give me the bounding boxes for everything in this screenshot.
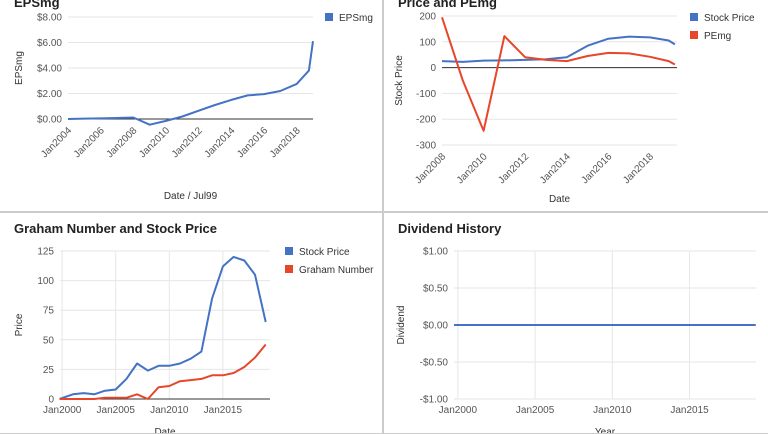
- dividend-chart: -$1.00 -$0.50 $0.00 $0.50 $1.00 Jan2000 Jan200…: [396, 247, 756, 434]
- x-tick-label: Jan2018: [621, 151, 656, 186]
- series-line-epsmg: [67, 41, 314, 126]
- y-tick-label: -100: [416, 89, 436, 100]
- price-pe-chart: -300 -200 -100 0 100 200 Jan2008 Jan2010 Jan2012…: [394, 12, 755, 206]
- series-line-graham-number: [59, 343, 267, 400]
- x-axis-title: Date: [154, 427, 176, 434]
- x-tick-label: Jan2010: [593, 405, 632, 416]
- y-tick-label: -200: [416, 115, 436, 126]
- y-tick-label: $0.00: [37, 115, 62, 126]
- y-tick-label: 0: [430, 63, 436, 74]
- x-tick-label: Jan2018: [268, 125, 303, 160]
- x-tick-label: Jan2014: [538, 151, 573, 186]
- x-tick-label: Jan2010: [137, 125, 172, 160]
- x-tick-label: Jan2000: [439, 405, 478, 416]
- x-tick-label: Jan2015: [204, 405, 243, 416]
- series-line-stock-price: [59, 255, 267, 400]
- legend-swatch: [325, 13, 333, 21]
- x-axis-title: Year: [595, 427, 616, 434]
- eps-chart-title: EPSmg: [14, 0, 60, 10]
- y-tick-label: 50: [43, 335, 55, 346]
- x-tick-label: Jan2008: [413, 151, 448, 186]
- y-tick-label: $2.00: [37, 89, 62, 100]
- y-tick-label: 25: [43, 365, 55, 376]
- x-tick-label: Jan2010: [455, 151, 490, 186]
- y-tick-label: 100: [37, 276, 54, 287]
- x-tick-label: Jan2008: [105, 125, 140, 160]
- legend-swatch: [690, 31, 698, 39]
- graham-chart: 0 25 50 75 100 125 Jan2000 Jan2005 Jan2010 Jan201…: [14, 247, 374, 434]
- x-tick-label: Jan2006: [72, 125, 107, 160]
- y-tick-label: -$0.50: [420, 358, 449, 369]
- eps-chart: $0.00$2.00$4.00$6.00$8.00Jan2004Jan2006J…: [14, 13, 373, 203]
- x-tick-label: Jan2005: [516, 405, 555, 416]
- legend-swatch: [285, 265, 293, 273]
- legend-label: EPSmg: [339, 13, 373, 24]
- legend-label: Stock Price: [704, 13, 755, 24]
- legend-label: Stock Price: [299, 247, 350, 258]
- y-tick-label: $4.00: [37, 64, 62, 75]
- x-tick-label: Jan2000: [43, 405, 82, 416]
- series-line-stock-price: [441, 35, 676, 63]
- x-tick-label: Jan2014: [203, 125, 238, 160]
- x-tick-label: Jan2015: [670, 405, 709, 416]
- y-tick-label: $0.00: [423, 321, 448, 332]
- price-pe-chart-title: Price and PEmg: [398, 0, 497, 10]
- legend-swatch: [285, 247, 293, 255]
- x-tick-label: Jan2005: [97, 405, 136, 416]
- y-tick-label: 75: [43, 306, 55, 317]
- y-tick-label: $6.00: [37, 38, 62, 49]
- x-tick-label: Jan2004: [39, 125, 74, 160]
- y-axis-title: Stock Price: [394, 55, 405, 106]
- legend-label: Graham Number: [299, 265, 374, 276]
- x-axis-title: Date: [549, 194, 571, 205]
- y-axis-title: EPSmg: [14, 51, 25, 85]
- series-line-pemg: [441, 16, 676, 132]
- y-tick-label: 200: [419, 12, 436, 23]
- y-tick-label: 125: [37, 247, 54, 258]
- x-tick-label: Jan2016: [235, 125, 270, 160]
- legend-label: PEmg: [704, 31, 731, 42]
- y-tick-label: $1.00: [423, 247, 448, 258]
- y-axis-title: Dividend: [396, 306, 407, 345]
- y-tick-label: $0.50: [423, 284, 448, 295]
- x-tick-label: Jan2012: [170, 125, 205, 160]
- x-tick-label: Jan2012: [496, 151, 531, 186]
- legend-swatch: [690, 13, 698, 21]
- y-tick-label: 100: [419, 37, 436, 48]
- dividend-panel: Dividend History -$1.00 -$0.50 $0.00 $0.50 $…: [383, 212, 768, 434]
- y-tick-label: -$1.00: [420, 395, 449, 406]
- x-tick-label: Jan2016: [580, 151, 615, 186]
- y-axis-title: Price: [14, 313, 25, 336]
- graham-chart-title: Graham Number and Stock Price: [14, 221, 218, 236]
- dividend-chart-title: Dividend History: [398, 221, 502, 236]
- price-pe-panel: Price and PEmg -300 -200 -100 0 100 200 Jan200…: [383, 0, 768, 212]
- eps-panel: EPSmg $0.00 $2.00 $4.00 $6.00 $8.00 Jan2004 Ja…: [0, 0, 383, 212]
- y-tick-label: 0: [48, 395, 54, 406]
- y-tick-label: $8.00: [37, 13, 62, 24]
- graham-panel: Graham Number and Stock Price 0 25 50 75 100…: [0, 212, 383, 434]
- y-tick-label: -300: [416, 141, 436, 152]
- x-axis-title: Date / Jul99: [164, 191, 218, 202]
- x-tick-label: Jan2010: [150, 405, 189, 416]
